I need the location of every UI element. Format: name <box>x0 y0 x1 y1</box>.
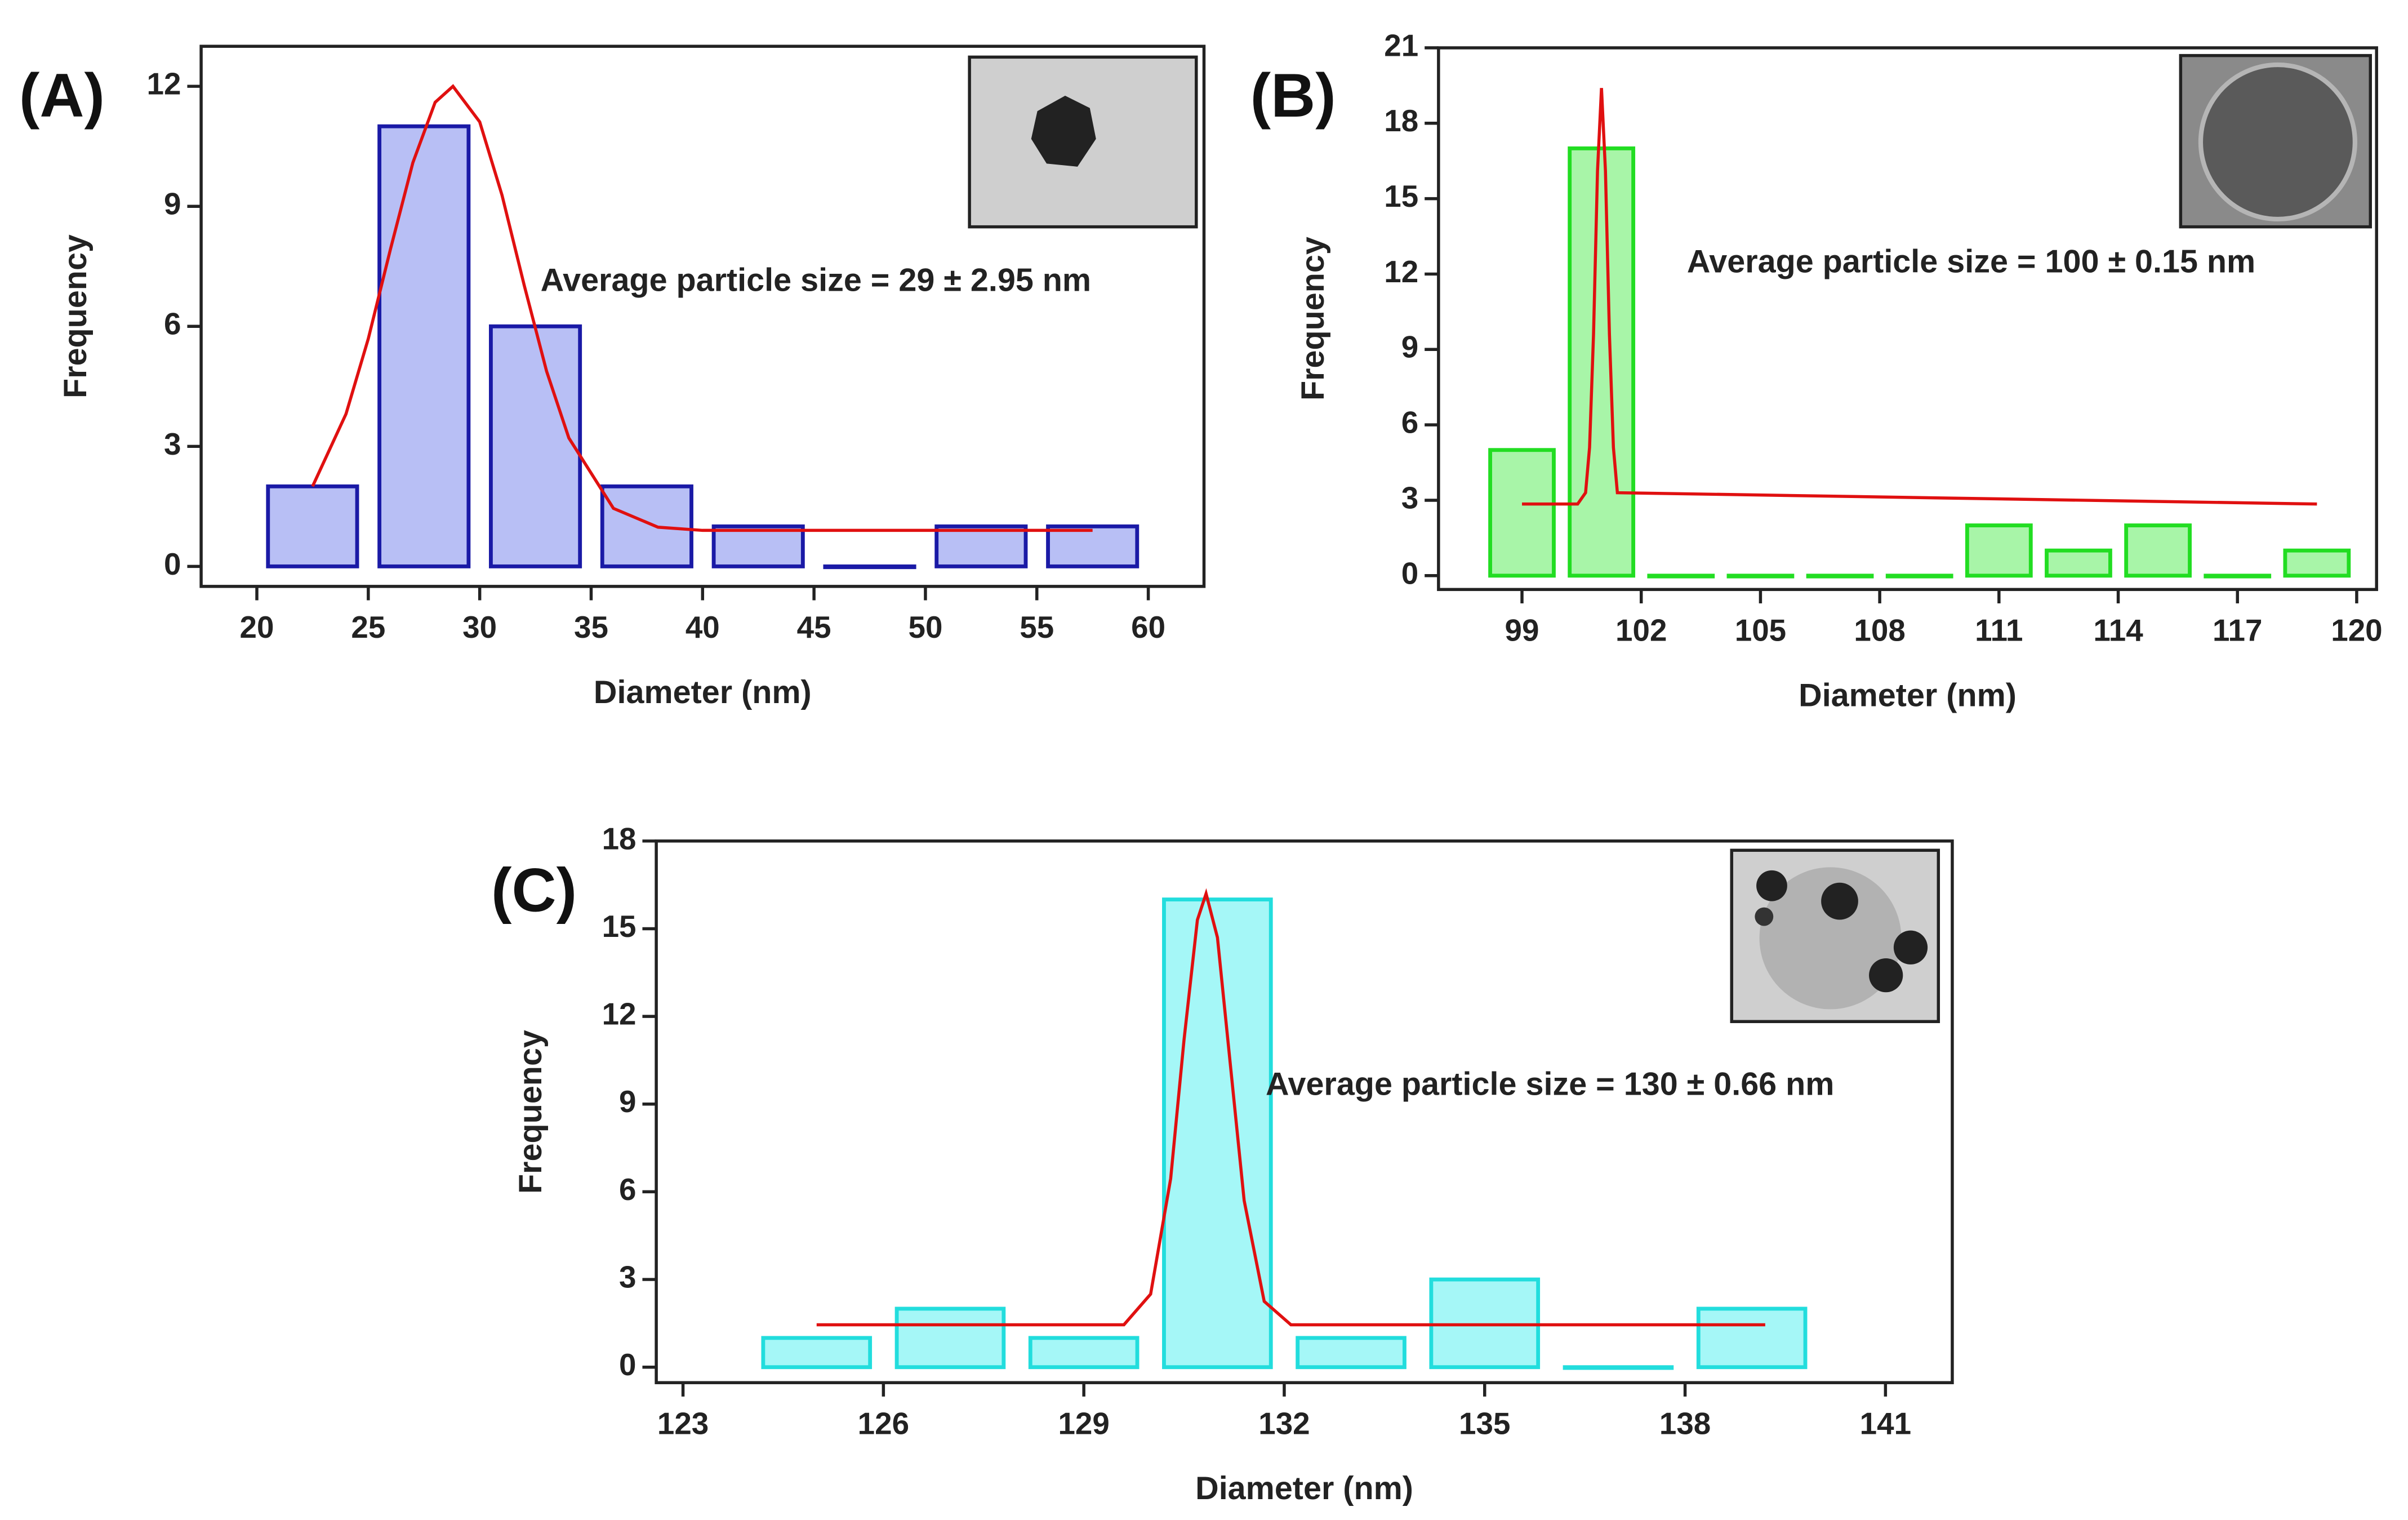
y-axis-title: Frequency <box>57 234 94 398</box>
bar <box>1046 524 1140 568</box>
annotation: Average particle size = 29 ± 2.95 nm <box>541 262 1091 298</box>
y-tick-label: 15 <box>1384 179 1418 214</box>
y-tick-label: 9 <box>1401 330 1418 365</box>
bar <box>377 124 471 568</box>
y-tick-label: 6 <box>619 1172 636 1207</box>
inset-a <box>968 55 1198 229</box>
y-tick-label: 3 <box>1401 480 1418 515</box>
bar <box>1028 1336 1140 1370</box>
x-tick-label: 126 <box>858 1406 909 1441</box>
inset-b <box>2179 54 2372 229</box>
x-tick-label: 40 <box>686 610 720 645</box>
y-tick-label: 3 <box>164 426 181 461</box>
y-tick-label: 0 <box>164 546 181 581</box>
y-tick-label: 0 <box>619 1347 636 1382</box>
bar <box>489 324 582 568</box>
fit-curve <box>1522 88 2317 506</box>
x-tick-label: 117 <box>2213 612 2262 647</box>
fit-curve <box>816 888 1765 1327</box>
plot-frame <box>655 839 1954 1384</box>
x-axis-title: Diameter (nm) <box>594 674 812 710</box>
annotation: Average particle size = 130 ± 0.66 nm <box>1266 1066 1834 1103</box>
y-tick-label: 12 <box>1384 254 1418 289</box>
x-tick-label: 129 <box>1058 1406 1109 1441</box>
x-tick-label: 35 <box>574 610 608 645</box>
y-tick-label: 9 <box>619 1084 636 1119</box>
bar <box>711 524 805 568</box>
bar <box>1563 1365 1674 1370</box>
y-tick-label: 12 <box>602 997 637 1032</box>
x-tick-label: 55 <box>1020 610 1054 645</box>
y-axis-title: Frequency <box>513 1030 549 1194</box>
x-tick-label: 132 <box>1258 1406 1310 1441</box>
y-tick-label: 0 <box>1401 555 1418 590</box>
x-tick-label: 60 <box>1131 610 1165 645</box>
x-tick-label: 111 <box>1975 612 2023 647</box>
bar <box>600 484 693 568</box>
panel-label: (C) <box>491 856 577 925</box>
y-tick-label: 9 <box>164 186 181 221</box>
x-tick-label: 99 <box>1505 612 1539 647</box>
bar <box>2283 548 2351 578</box>
x-axis-title: Diameter (nm) <box>1195 1470 1413 1506</box>
x-tick-label: 50 <box>908 610 942 645</box>
x-tick-label: 45 <box>797 610 831 645</box>
x-tick-label: 20 <box>240 610 274 645</box>
y-tick-label: 18 <box>1384 103 1418 138</box>
x-tick-label: 114 <box>2093 612 2143 647</box>
y-tick-label: 12 <box>147 66 181 101</box>
bar <box>1568 146 1636 578</box>
bar <box>934 524 1028 568</box>
bar <box>761 1336 873 1370</box>
panel-label: (B) <box>1250 61 1336 130</box>
x-tick-label: 108 <box>1854 612 1905 647</box>
x-tick-label: 138 <box>1659 1406 1711 1441</box>
bar <box>894 1306 1006 1370</box>
panel-label: (A) <box>19 61 105 130</box>
bar <box>266 484 359 568</box>
x-tick-label: 123 <box>657 1406 709 1441</box>
y-tick-label: 21 <box>1384 28 1418 63</box>
bar <box>1696 1306 1808 1370</box>
fit-curve <box>311 84 1093 532</box>
bar <box>1488 448 1556 578</box>
bar <box>1296 1336 1406 1370</box>
y-tick-label: 6 <box>1401 405 1418 440</box>
bar <box>823 564 916 570</box>
x-axis-title: Diameter (nm) <box>1799 677 2017 713</box>
x-tick-label: 102 <box>1615 612 1667 647</box>
y-axis-title: Frequency <box>1295 237 1331 401</box>
x-tick-label: 25 <box>351 610 385 645</box>
y-tick-label: 6 <box>164 306 181 341</box>
plot-frame <box>1437 46 2378 592</box>
bar <box>1965 523 2033 578</box>
bar <box>2124 523 2192 578</box>
inset-c <box>1730 848 1940 1024</box>
annotation: Average particle size = 100 ± 0.15 nm <box>1687 244 2255 280</box>
bar <box>2045 548 2112 578</box>
y-tick-label: 3 <box>619 1260 636 1295</box>
x-tick-label: 135 <box>1459 1406 1510 1441</box>
bar <box>1162 897 1273 1370</box>
y-tick-label: 18 <box>602 821 637 856</box>
x-tick-label: 30 <box>462 610 497 645</box>
x-tick-label: 105 <box>1735 612 1786 647</box>
y-tick-label: 15 <box>602 909 637 944</box>
x-tick-label: 141 <box>1860 1406 1911 1441</box>
x-tick-label: 120 <box>2331 612 2382 647</box>
